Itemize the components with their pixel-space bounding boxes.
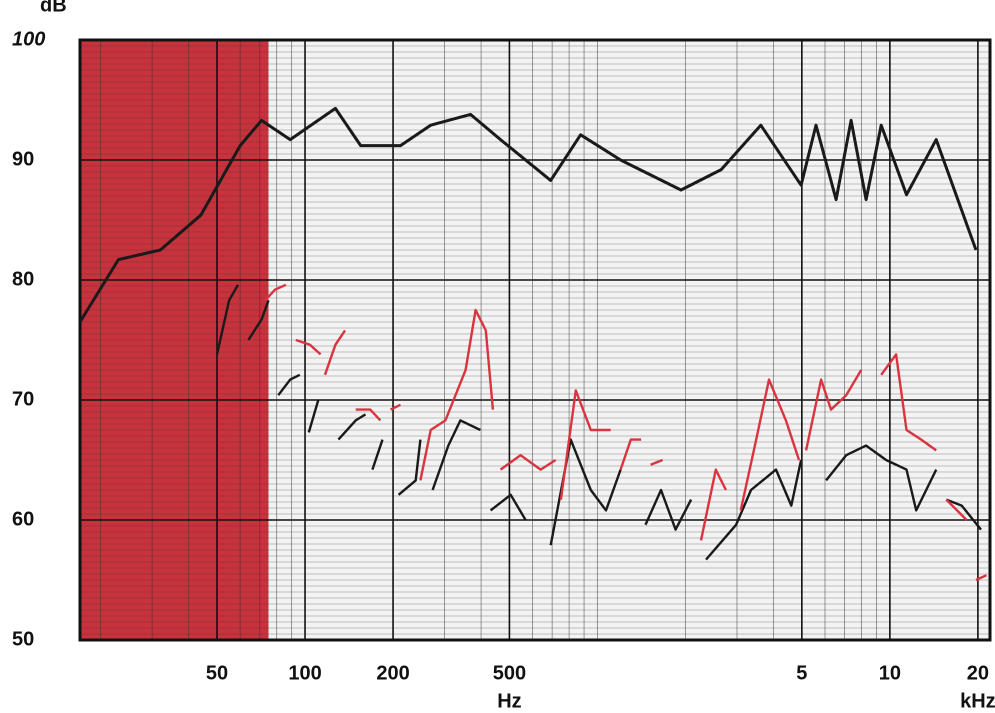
response-curve [78,106,978,323]
y-tick-label: 60 [12,508,34,530]
x-tick-label: 10 [879,662,901,684]
plot-frame [78,38,992,642]
response-curve [264,283,987,582]
y-tick-label: 80 [12,268,34,290]
y-tick-label: 70 [12,388,34,410]
x-tick-label: 500 [493,662,526,684]
y-tick-label: 50 [12,628,34,650]
y-axis-label: dB [40,0,67,16]
y-tick-label: 90 [12,148,34,170]
y-tick-label: 100 [12,28,45,50]
x-unit-label: Hz [497,690,521,712]
x-tick-label: 100 [288,662,321,684]
response-curve [215,284,982,561]
x-tick-label: 5 [796,662,807,684]
x-tick-label: 50 [206,662,228,684]
x-tick-label: 20 [967,662,989,684]
x-tick-label: 200 [376,662,409,684]
x-unit-label: kHz [960,690,995,712]
